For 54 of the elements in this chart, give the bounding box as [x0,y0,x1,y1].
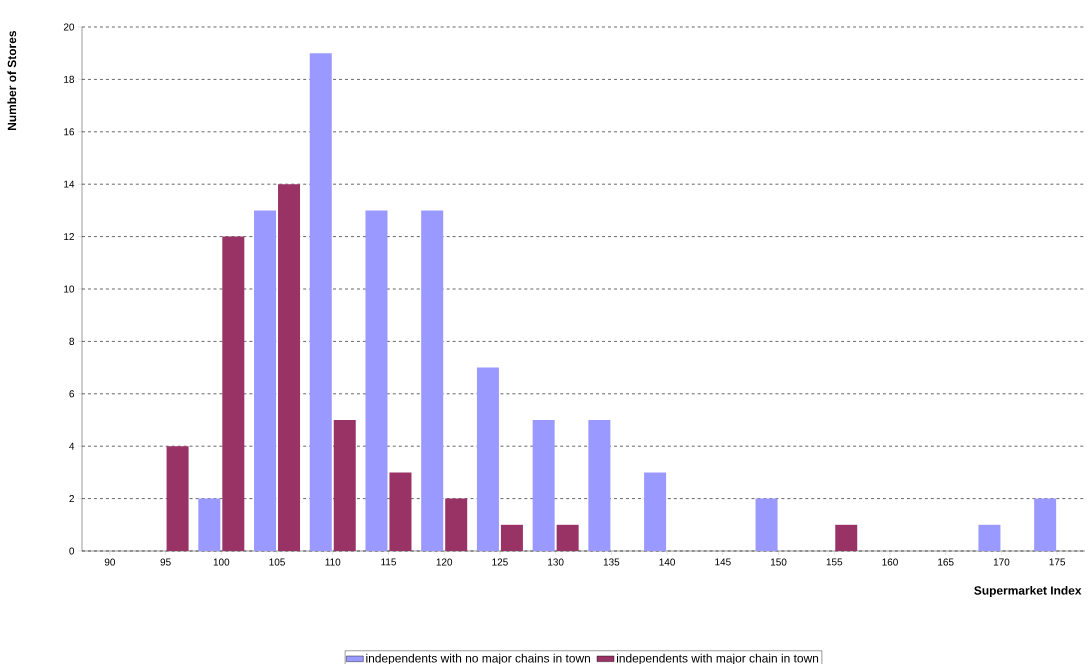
bar [588,420,611,551]
bar [835,524,858,551]
bar [755,498,778,551]
legend-label: independents with no major chains in town [366,653,590,664]
x-tick-label: 155 [826,558,843,566]
bar [254,210,277,551]
bar [1034,498,1057,551]
bar [500,524,523,551]
x-tick-label: 105 [269,558,285,566]
bar [365,210,388,551]
y-tick-label: 16 [64,128,75,136]
bar [421,210,444,551]
y-tick-label: 14 [64,180,75,188]
x-tick-label: 130 [548,558,564,566]
x-tick-label: 95 [160,558,171,566]
x-tick-label: 115 [381,558,396,566]
bar [532,420,555,551]
x-tick-label: 120 [436,558,453,566]
bar [222,236,245,551]
bar [476,367,499,551]
y-tick-label: 18 [64,75,75,83]
bar [644,472,667,551]
x-tick-label: 150 [770,558,787,566]
bar [445,498,468,551]
x-tick-label: 100 [213,558,230,566]
x-tick-label: 110 [325,558,341,566]
x-tick-label: 145 [715,558,731,566]
bar [978,524,1001,551]
x-tick-label: 90 [104,558,116,566]
x-tick-label: 160 [882,558,898,566]
bar [278,184,301,551]
bar [309,53,332,551]
y-tick-label: 2 [69,495,74,503]
y-tick-label: 12 [64,233,74,241]
y-tick-label: 0 [69,547,75,555]
x-tick-label: 140 [659,558,676,566]
x-tick-label: 165 [938,558,954,566]
y-tick-label: 8 [69,337,75,345]
bar [556,524,579,551]
y-tick-label: 6 [69,390,75,398]
y-tick-label: 10 [64,285,75,293]
y-axis-title: Number of Stores [7,31,17,131]
x-tick-label: 135 [603,558,620,566]
bar [389,472,412,551]
y-tick-label: 4 [69,442,75,450]
legend-label: independents with major chain in town [616,653,819,664]
x-tick-label: 175 [1049,558,1066,566]
x-tick-label: 170 [993,558,1010,566]
bar [166,446,189,551]
x-axis-title: Supermarket Index [974,585,1082,598]
x-tick-label: 125 [492,558,508,566]
y-tick-label: 20 [63,23,75,31]
bar [333,420,356,551]
bar [198,498,221,551]
